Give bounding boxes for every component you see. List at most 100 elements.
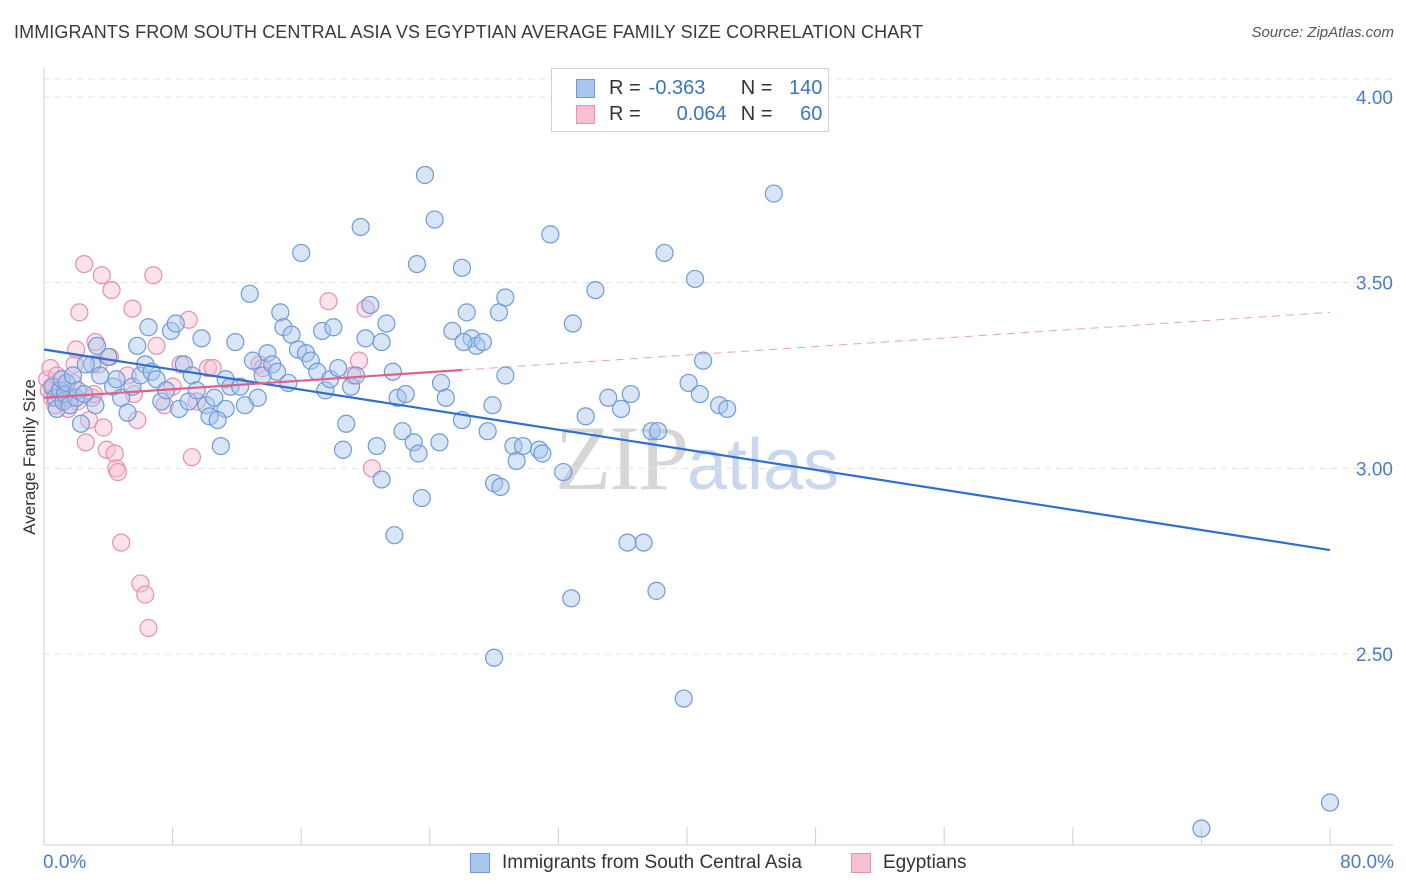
south-central-asia-point <box>329 358 348 378</box>
south-central-asia-point <box>436 388 455 407</box>
y-tick-label: 3.00 <box>1356 459 1393 480</box>
y-tick-label: 3.50 <box>1356 274 1393 295</box>
south-central-asia-point <box>267 362 287 381</box>
south-central-asia-point <box>409 444 428 463</box>
egyptians-point <box>198 358 218 378</box>
legend-r-label: R = <box>609 102 641 125</box>
south-central-asia-point <box>452 258 472 277</box>
watermark-atlas: atlas <box>687 425 840 505</box>
south-central-asia-point <box>407 255 427 274</box>
legend-n-label: N = <box>740 76 773 99</box>
south-central-asia-point <box>231 377 250 396</box>
south-central-asia-point <box>554 462 573 482</box>
legend-row-blue: R = -0.363 N = 140 <box>576 77 822 99</box>
south-central-asia-point <box>621 384 640 404</box>
south-central-asia-point <box>586 280 605 300</box>
south-central-asia-point <box>430 433 449 452</box>
egyptians-trend-line <box>43 368 463 399</box>
egyptians-point <box>131 574 150 593</box>
south-central-asia-point <box>351 217 370 237</box>
south-central-asia-point <box>491 477 510 496</box>
egyptians-point <box>92 266 111 285</box>
south-central-asia-point <box>634 533 653 552</box>
south-central-asia-point <box>324 318 343 337</box>
egyptians-point <box>349 351 369 370</box>
south-central-asia-point <box>618 533 637 552</box>
egyptians-point <box>139 618 158 638</box>
south-central-asia-point <box>396 384 415 404</box>
trend-lines <box>43 311 1331 552</box>
egyptians-point <box>128 410 147 430</box>
south-central-asia-point <box>690 384 709 404</box>
egyptians-point <box>75 255 94 274</box>
south-central-asia-point <box>718 399 737 419</box>
south-central-asia-point <box>367 436 386 456</box>
legend-r-value-blue: -0.363 <box>648 76 706 99</box>
south-central-asia-point <box>1320 793 1340 812</box>
south-central-asia-point <box>192 329 211 348</box>
south-central-asia-point <box>337 414 356 433</box>
watermark-zip: ZIP <box>555 407 689 509</box>
south-central-asia-point <box>166 314 185 333</box>
south-central-asia-point <box>356 329 375 348</box>
south-central-asia-point <box>454 332 473 352</box>
egyptians-point <box>123 299 142 318</box>
egyptians-point <box>41 358 60 378</box>
south-central-asia-point <box>169 399 189 419</box>
south-central-asia-point <box>679 373 698 393</box>
south-central-asia-point <box>86 396 105 415</box>
south-central-asia-point <box>271 303 290 322</box>
south-central-asia-point <box>504 436 523 456</box>
south-central-asia-point <box>57 373 76 393</box>
y-tick-label: 4.00 <box>1356 88 1393 109</box>
south-central-asia-points <box>42 165 1340 838</box>
south-central-asia-point <box>685 269 705 289</box>
south-central-asia-point <box>243 351 263 370</box>
x-axis-max-label: 80.0% <box>1340 852 1394 873</box>
south-central-asia-point <box>533 444 552 463</box>
south-central-asia-point <box>513 436 533 456</box>
south-central-asia-point <box>496 288 515 307</box>
south-central-asia-point <box>87 336 107 355</box>
legend-r-value-pink: 0.064 <box>676 102 727 125</box>
south-central-asia-point <box>372 332 391 352</box>
bottom-legend-blue: Immigrants from South Central Asia <box>470 852 802 874</box>
chart-title: IMMIGRANTS FROM SOUTH CENTRAL ASIA VS EG… <box>14 22 924 42</box>
south-central-asia-point <box>473 332 492 352</box>
egyptians-point <box>147 336 166 355</box>
south-central-asia-point <box>404 433 423 452</box>
egyptians-point <box>144 266 163 285</box>
south-central-asia-point <box>478 422 497 441</box>
south-central-asia-point <box>764 184 783 203</box>
egyptians-points <box>38 255 382 638</box>
south-central-asia-point <box>361 295 380 315</box>
south-central-asia-point <box>118 403 137 422</box>
egyptians-point <box>182 448 201 467</box>
south-central-asia-point <box>208 410 227 430</box>
south-central-asia-point <box>226 332 245 352</box>
south-central-asia-point <box>563 314 582 333</box>
legend-row-pink: R = 0.064 N = 60 <box>576 103 822 125</box>
south-central-asia-point <box>76 355 95 374</box>
legend-swatch-blue <box>576 78 595 98</box>
south-central-asia-point <box>107 370 126 389</box>
south-central-asia-point <box>258 344 277 363</box>
axes <box>43 68 1393 846</box>
south-central-asia-point <box>292 243 311 263</box>
south-central-asia-point <box>562 589 581 608</box>
south-central-asia-point <box>412 488 431 508</box>
bottom-legend-swatch-blue <box>470 853 490 873</box>
egyptians-point <box>102 280 121 300</box>
south-central-asia-point <box>415 165 435 185</box>
south-central-asia-point <box>647 581 666 600</box>
south-central-asia-point <box>599 388 618 407</box>
egyptians-point <box>105 444 124 463</box>
egyptians-point <box>76 433 95 452</box>
y-tick-labels: 2.50 3.00 3.50 4.00 <box>1356 88 1393 666</box>
south-central-asia-point <box>333 440 353 459</box>
source-credit: Source: ZipAtlas.com <box>1251 24 1394 41</box>
south-central-asia-point <box>240 284 259 303</box>
legend-swatch-pink <box>576 104 595 124</box>
legend-n-value-blue: 140 <box>789 76 823 99</box>
